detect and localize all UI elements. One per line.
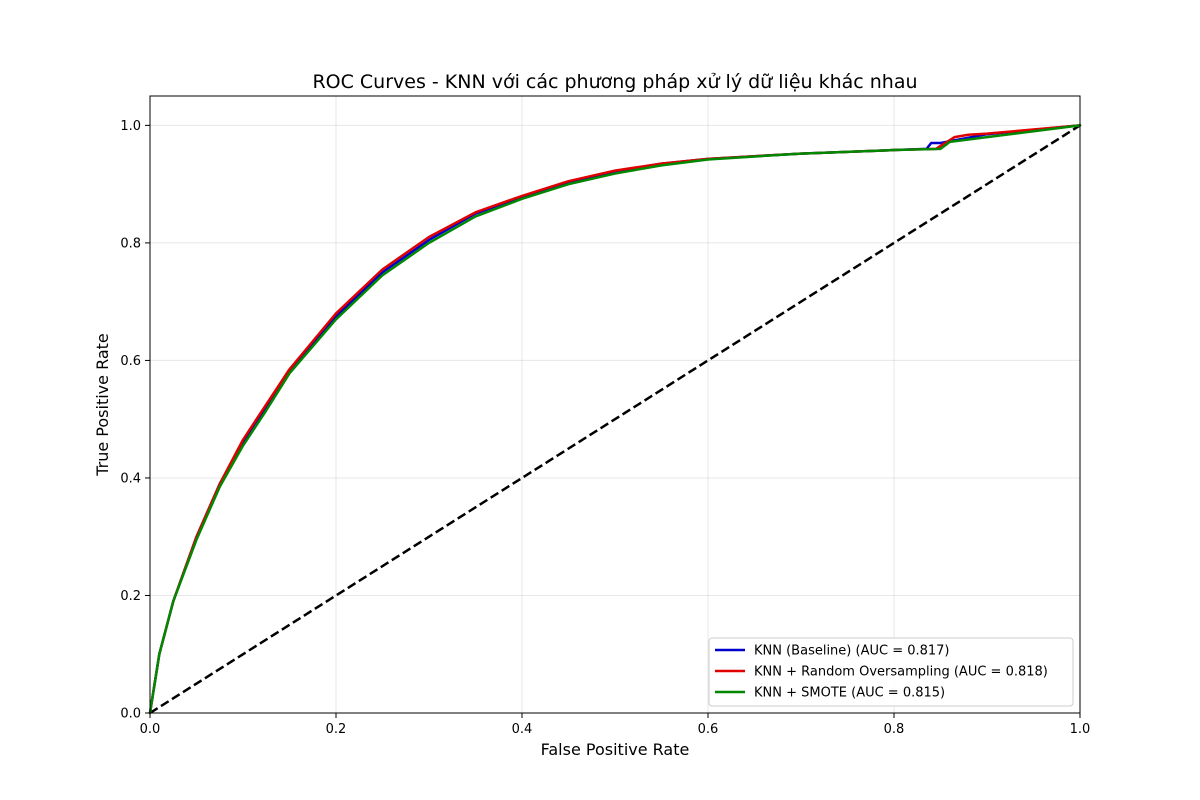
x-axis-title: False Positive Rate xyxy=(541,740,690,759)
reference-line-layer xyxy=(149,124,1081,715)
y-tick-label: 0.6 xyxy=(120,354,141,369)
series-layer xyxy=(148,124,1082,715)
y-tick-label: 0.4 xyxy=(120,471,141,486)
roc-curve-series-2 xyxy=(148,124,1082,715)
legend: KNN (Baseline) (AUC = 0.817) KNN + Random… xyxy=(708,637,1074,707)
plot-area-frame xyxy=(149,95,1081,714)
random-classifier-reference-line xyxy=(149,124,1081,715)
y-tick-label: 0.8 xyxy=(120,236,141,251)
x-tick-label: 0.8 xyxy=(884,722,905,737)
legend-label-3: KNN + SMOTE (AUC = 0.815) xyxy=(754,686,945,701)
x-tick-label: 0.0 xyxy=(140,722,161,737)
y-tick-label: 0.0 xyxy=(120,707,141,722)
y-axis-ticks: 0.0 0.2 0.4 0.6 0.8 1.0 xyxy=(120,119,150,722)
y-tick-label: 0.2 xyxy=(120,589,141,604)
x-tick-label: 0.4 xyxy=(512,722,533,737)
y-tick-label: 1.0 xyxy=(120,119,141,134)
legend-label-1: KNN (Baseline) (AUC = 0.817) xyxy=(754,644,950,659)
y-axis-title: True Positive Rate xyxy=(93,333,112,477)
legend-box xyxy=(708,637,1074,707)
legend-label-2: KNN + Random Oversampling (AUC = 0.818) xyxy=(754,665,1048,680)
x-tick-label: 0.6 xyxy=(698,722,719,737)
roc-curve-series-3 xyxy=(148,124,1082,715)
x-tick-label: 0.2 xyxy=(326,722,347,737)
x-axis-ticks: 0.0 0.2 0.4 0.6 0.8 1.0 xyxy=(140,713,1091,737)
chart-title: ROC Curves - KNN với các phương pháp xử … xyxy=(312,71,917,93)
x-tick-label: 1.0 xyxy=(1070,722,1091,737)
